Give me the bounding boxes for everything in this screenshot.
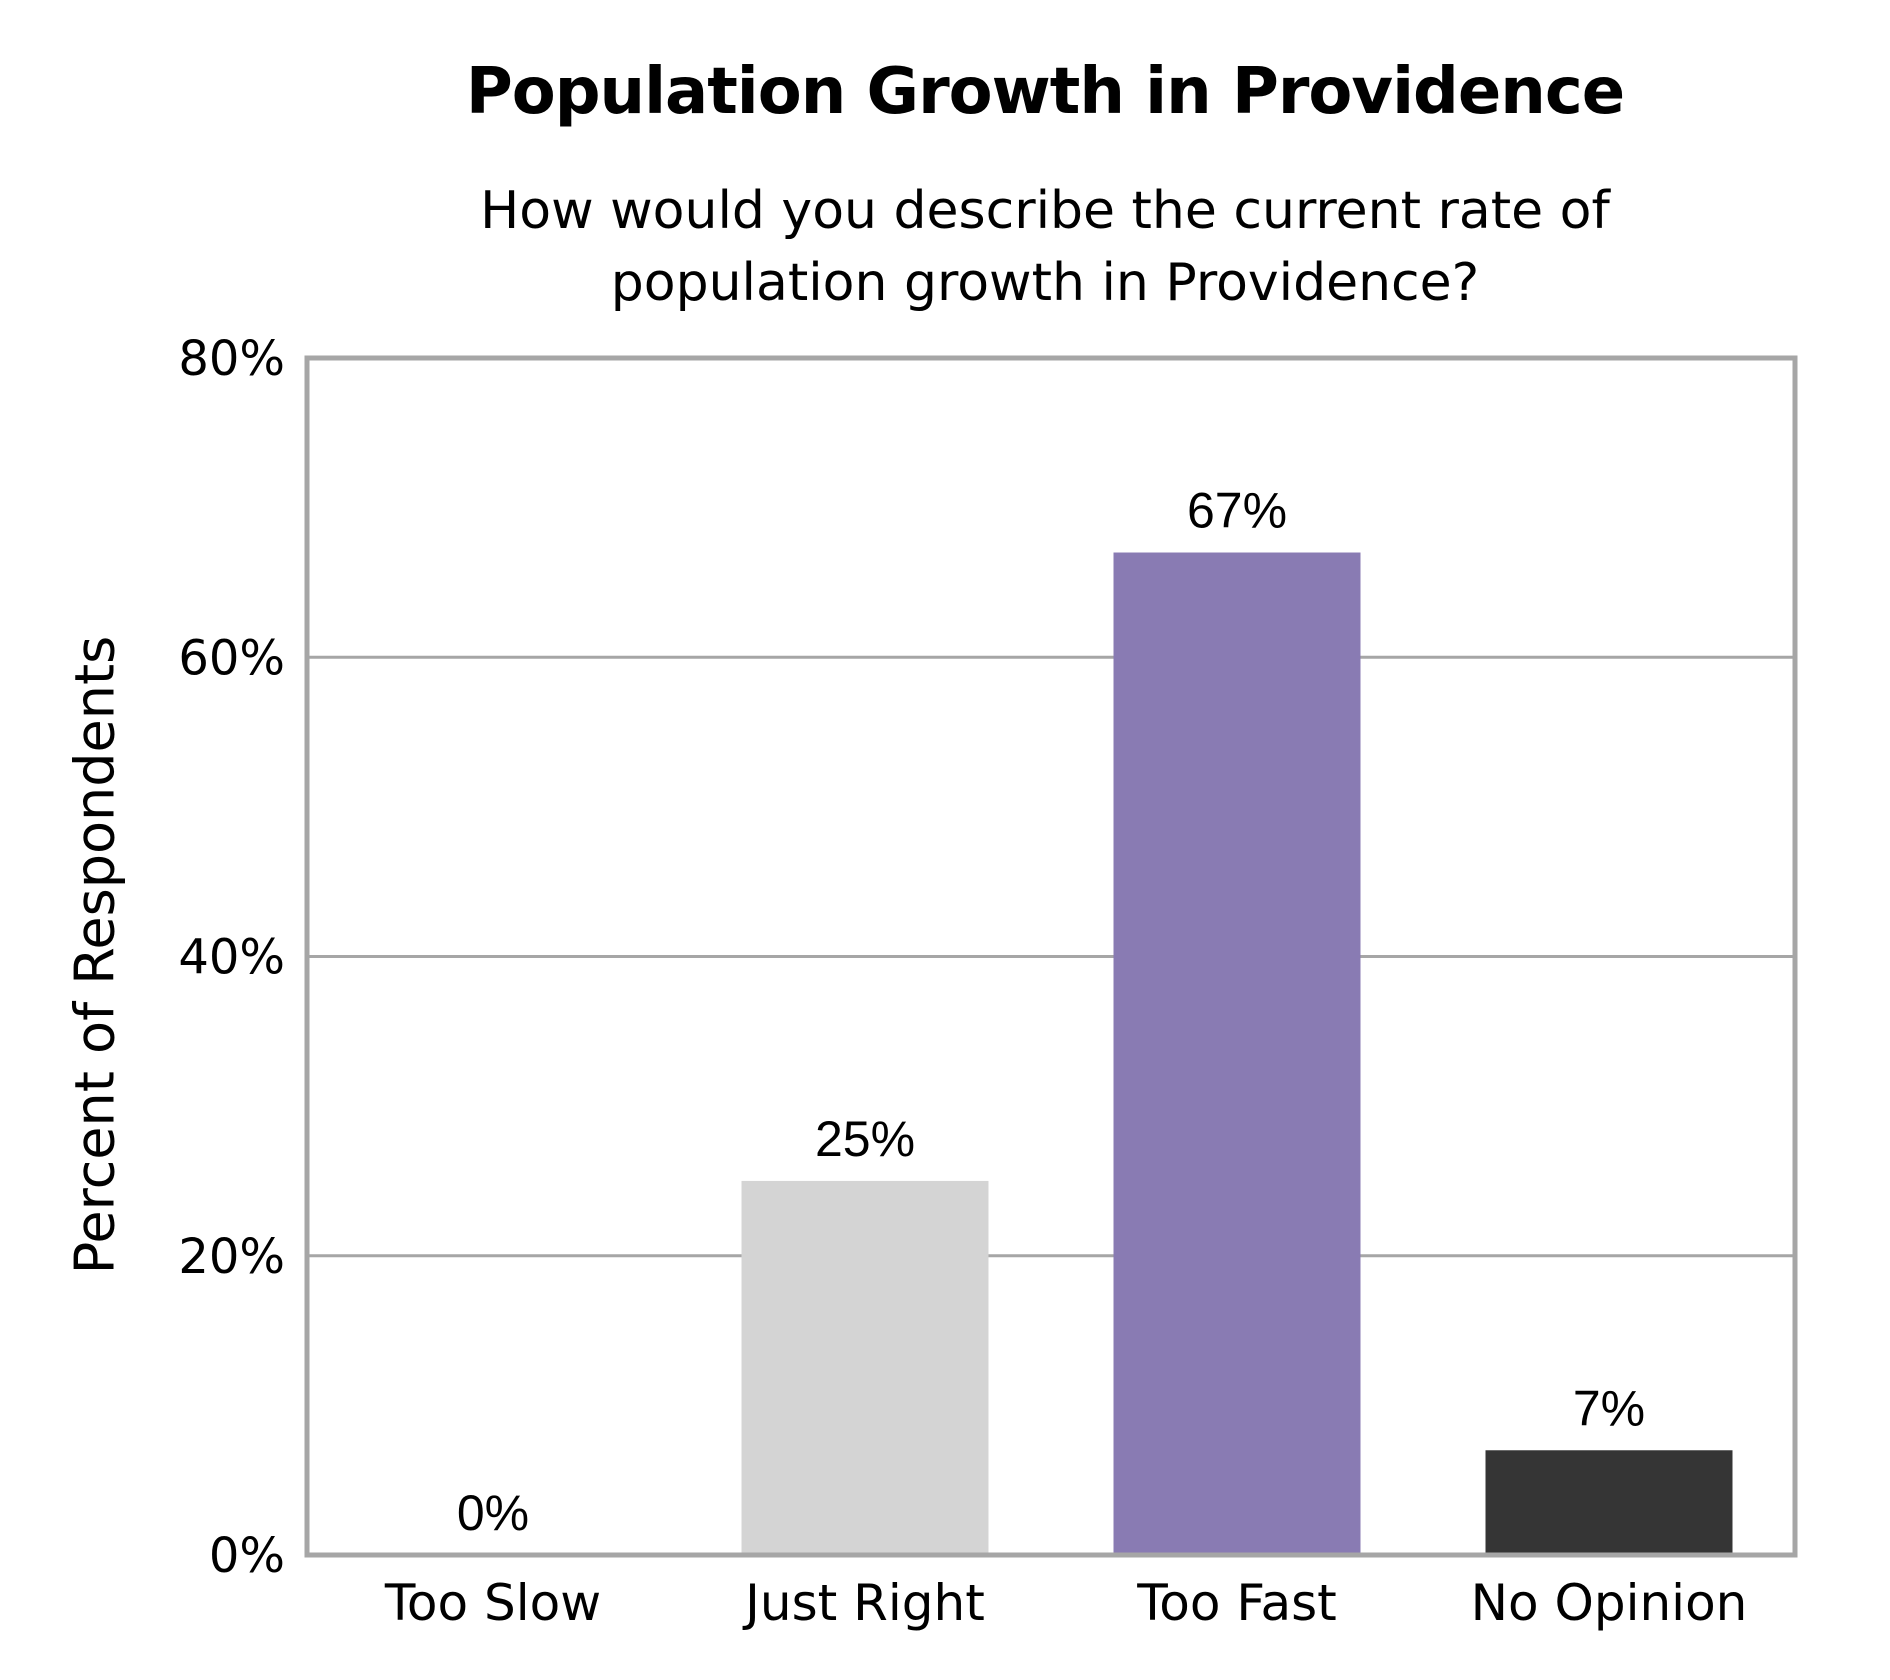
data-label-just-right: 25% xyxy=(815,1111,915,1167)
y-tick-label-40: 40% xyxy=(178,930,285,986)
data-label-no-opinion: 7% xyxy=(1573,1380,1645,1436)
chart-subtitle-line-1: How would you describe the current rate … xyxy=(480,181,1610,241)
x-category-label-too-slow: Too Slow xyxy=(384,1574,601,1632)
bar-just-right xyxy=(741,1180,989,1555)
x-category-label-no-opinion: No Opinion xyxy=(1471,1574,1748,1632)
y-tick-labels: 0% 20% 40% 60% 80% xyxy=(178,331,285,1584)
data-label-too-slow: 0% xyxy=(457,1485,529,1541)
y-tick-label-60: 60% xyxy=(178,630,285,686)
data-label-too-fast: 67% xyxy=(1187,483,1287,539)
plot-border xyxy=(304,355,1798,1558)
data-labels: 0% 25% 67% 7% xyxy=(457,483,1645,1541)
x-category-labels: Too Slow Just Right Too Fast No Opinion xyxy=(384,1574,1747,1632)
chart-title: Population Growth in Providence xyxy=(465,55,1625,129)
y-tick-label-80: 80% xyxy=(178,331,285,387)
gridlines xyxy=(307,655,1795,1258)
y-tick-label-0: 0% xyxy=(209,1528,285,1584)
plot-frame xyxy=(304,355,1798,1558)
bars xyxy=(741,552,1733,1555)
bar-no-opinion xyxy=(1485,1450,1733,1555)
y-tick-label-20: 20% xyxy=(178,1229,285,1285)
x-category-label-too-fast: Too Fast xyxy=(1136,1574,1337,1632)
chart-subtitle-line-2: population growth in Providence? xyxy=(610,253,1480,313)
bar-too-fast xyxy=(1113,552,1361,1555)
x-category-label-just-right: Just Right xyxy=(742,1574,985,1632)
chart-subtitle: How would you describe the current rate … xyxy=(410,175,1680,319)
